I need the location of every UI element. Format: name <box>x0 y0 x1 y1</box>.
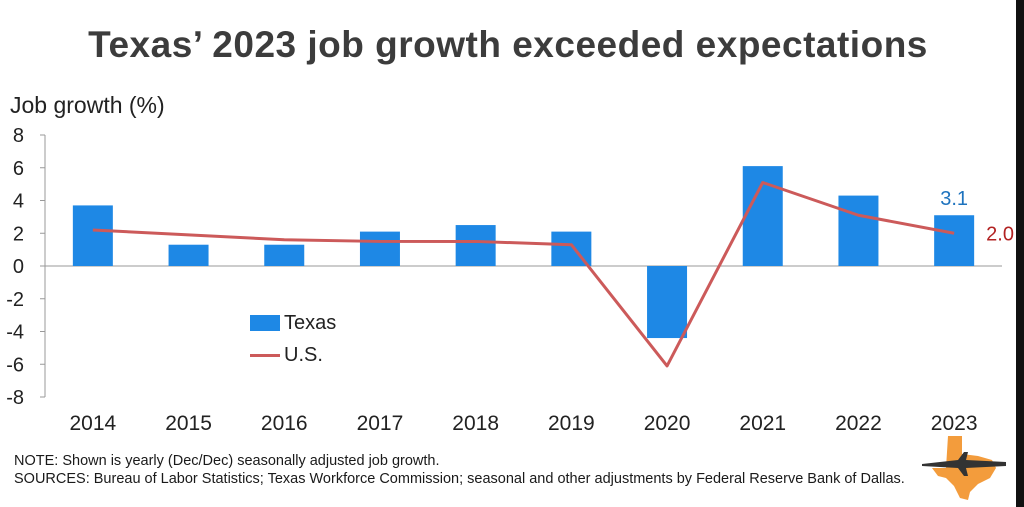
chart-notes: NOTE: Shown is yearly (Dec/Dec) seasonal… <box>14 452 954 488</box>
y-tick-label: 8 <box>13 125 24 147</box>
legend-swatch-bar <box>250 315 280 331</box>
x-tick-label: 2020 <box>644 412 691 435</box>
bar-texas-2016 <box>264 244 305 266</box>
bar-texas-2017 <box>359 231 400 266</box>
note-text: NOTE: Shown is yearly (Dec/Dec) seasonal… <box>14 453 440 469</box>
legend-item-us: U.S. <box>250 339 336 371</box>
bar-texas-2015 <box>168 244 209 266</box>
bar-texas-2022 <box>838 195 879 266</box>
x-tick-label: 2019 <box>548 412 595 435</box>
airplane-shape <box>922 452 1006 476</box>
x-tick-label: 2022 <box>835 412 882 435</box>
y-tick-label: -4 <box>6 322 24 344</box>
sources-text: SOURCES: Bureau of Labor Statistics; Tex… <box>14 471 905 487</box>
line-us <box>92 180 955 368</box>
y-tick-label: -2 <box>6 289 24 311</box>
bar-texas-2018 <box>455 225 496 266</box>
x-tick-label: 2021 <box>739 412 786 435</box>
y-tick-label: -6 <box>6 354 24 376</box>
x-tick-label: 2018 <box>452 412 499 435</box>
y-axis-label: Job growth (%) <box>10 92 165 118</box>
x-tick-label: 2015 <box>165 412 212 435</box>
data-label-texas-2023: 3.1 <box>940 188 968 210</box>
bar-texas-2023 <box>934 215 975 266</box>
legend-item-texas: Texas <box>250 307 336 339</box>
bar-texas-2014 <box>72 205 113 266</box>
legend-label-us: U.S. <box>284 343 323 366</box>
y-tick-label: 0 <box>13 256 24 278</box>
chart-title: Texas’ 2023 job growth exceeded expectat… <box>88 24 928 65</box>
x-tick-label: 2016 <box>261 412 308 435</box>
x-tick-label: 2017 <box>357 412 404 435</box>
y-tick-label: -8 <box>6 387 24 409</box>
x-tick-label: 2014 <box>69 412 116 435</box>
texas-airplane-logo-icon <box>922 436 1006 500</box>
data-label-us-2023: 2.0 <box>986 223 1014 245</box>
legend-swatch-line <box>250 353 280 357</box>
bar-texas-2020 <box>647 266 688 339</box>
y-tick-label: 6 <box>13 158 24 180</box>
legend-label-texas: Texas <box>284 311 337 334</box>
x-tick-label: 2023 <box>931 412 978 435</box>
legend: Texas U.S. <box>250 307 336 371</box>
y-tick-label: 2 <box>13 223 24 245</box>
y-tick-label: 4 <box>13 191 24 213</box>
